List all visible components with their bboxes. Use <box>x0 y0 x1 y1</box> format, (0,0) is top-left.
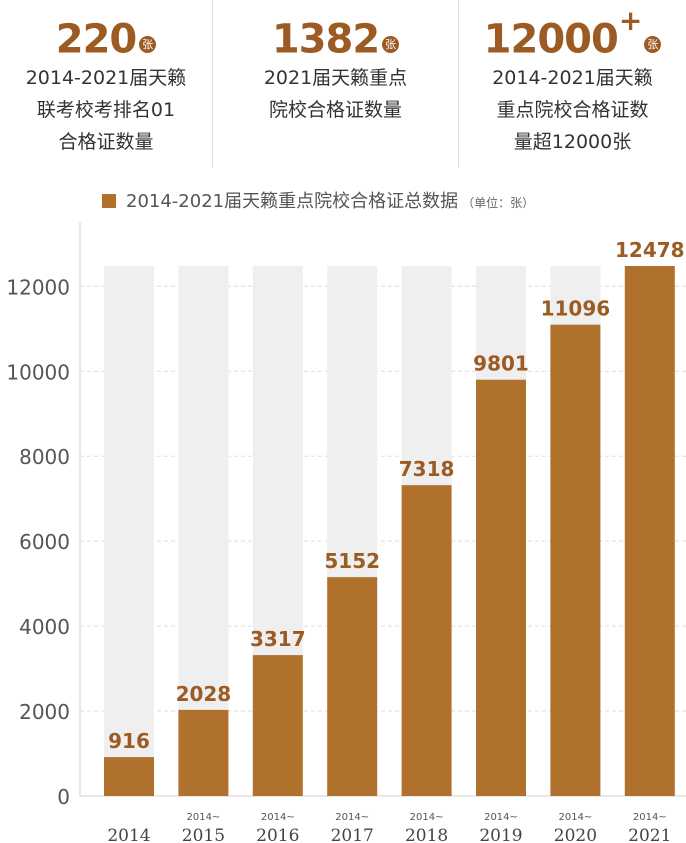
bar <box>401 485 452 796</box>
x-tick-prefix: 2014~ <box>484 812 518 823</box>
bar <box>252 655 303 796</box>
stat-value: 220 <box>55 16 137 63</box>
chart-title: 2014-2021届天籁重点院校合格证总数据 <box>126 191 459 212</box>
x-tick-label: 2014 <box>107 826 150 843</box>
stat-desc-line: 2021届天籁重点 <box>263 67 408 89</box>
stat-desc-line: 联考校考排名01 <box>36 99 176 121</box>
x-tick-label: 2015 <box>182 826 225 843</box>
bar-value-label: 12478 <box>615 238 685 262</box>
stat-item: 12000+张 2014-2021届天籁 重点院校合格证数 量超12000张 <box>459 0 686 170</box>
x-tick-prefix: 2014~ <box>335 812 369 823</box>
x-tick-label: 2018 <box>405 826 448 843</box>
bar-value-label: 3317 <box>250 627 306 651</box>
stat-desc-line: 重点院校合格证数 <box>496 99 649 121</box>
bar <box>327 577 378 796</box>
stat-unit-badge: 张 <box>139 36 157 53</box>
bar-value-label: 11096 <box>541 297 611 321</box>
y-tick-label: 8000 <box>19 445 70 469</box>
stat-plus: + <box>618 4 643 37</box>
legend-swatch <box>102 194 116 208</box>
y-tick-label: 0 <box>57 785 70 809</box>
stat-desc-line: 2014-2021届天籁 <box>25 67 187 89</box>
y-tick-label: 6000 <box>19 530 70 554</box>
bar-value-label: 9801 <box>473 352 529 376</box>
x-tick-label: 2019 <box>479 826 522 843</box>
stat-description: 2021届天籁重点 院校合格证数量 <box>213 62 458 126</box>
x-tick-prefix: 2014~ <box>410 812 444 823</box>
stat-value: 12000 <box>483 16 619 63</box>
x-tick-prefix: 2014~ <box>558 812 592 823</box>
stat-description: 2014-2021届天籁 联考校考排名01 合格证数量 <box>0 62 212 158</box>
stat-desc-line: 合格证数量 <box>58 131 154 153</box>
chart-legend: 2014-2021届天籁重点院校合格证总数据 （单位：张） <box>102 190 534 214</box>
stats-panel: 220 张 2014-2021届天籁 联考校考排名01 合格证数量 1382 张 2… <box>0 0 686 170</box>
bar-value-label: 5152 <box>324 549 380 573</box>
stat-desc-line: 量超12000张 <box>513 131 632 153</box>
bar <box>624 266 675 796</box>
y-tick-label: 2000 <box>19 700 70 724</box>
bar <box>104 757 154 796</box>
y-tick-label: 4000 <box>19 615 70 639</box>
stat-desc-line: 2014-2021届天籁 <box>492 67 653 89</box>
bar-background <box>104 266 154 796</box>
stat-desc-line: 院校合格证数量 <box>268 99 402 121</box>
bar-background <box>178 266 229 796</box>
x-tick-label: 2017 <box>331 826 374 843</box>
divider <box>458 0 459 168</box>
x-tick-prefix: 2014~ <box>633 812 667 823</box>
bar-value-label: 2028 <box>176 682 232 706</box>
bar <box>476 379 526 796</box>
stat-item: 220 张 2014-2021届天籁 联考校考排名01 合格证数量 <box>0 0 212 170</box>
x-tick-prefix: 2014~ <box>261 812 295 823</box>
bar-value-label: 7318 <box>399 457 455 481</box>
bar-value-label: 916 <box>108 729 150 753</box>
y-tick-label: 12000 <box>6 275 70 299</box>
x-tick-label: 2020 <box>554 826 597 843</box>
y-tick-label: 10000 <box>6 360 70 384</box>
stat-unit-badge: 张 <box>644 36 662 53</box>
stat-description: 2014-2021届天籁 重点院校合格证数 量超12000张 <box>459 62 686 158</box>
bar <box>178 709 229 796</box>
divider <box>212 0 213 168</box>
chart-unit-note: （单位：张） <box>462 196 535 210</box>
stat-unit-badge: 张 <box>382 36 400 53</box>
x-tick-label: 2016 <box>256 826 299 843</box>
stat-item: 1382 张 2021届天籁重点 院校合格证数量 <box>213 0 458 170</box>
bar <box>550 324 601 796</box>
x-tick-prefix: 2014~ <box>186 812 220 823</box>
x-tick-label: 2021 <box>628 826 671 843</box>
stat-value: 1382 <box>271 16 380 63</box>
